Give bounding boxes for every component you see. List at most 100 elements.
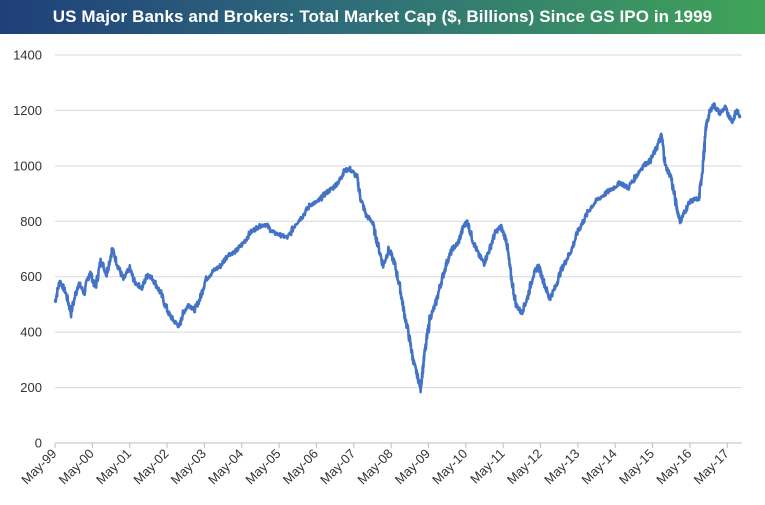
data-point bbox=[634, 176, 637, 178]
data-point bbox=[709, 109, 712, 112]
y-tick-label: 1400 bbox=[13, 48, 42, 63]
data-point bbox=[264, 223, 267, 225]
x-tick-label: May-13 bbox=[541, 446, 582, 487]
data-point bbox=[249, 231, 252, 234]
data-point bbox=[526, 298, 528, 300]
y-tick-label: 600 bbox=[20, 269, 42, 284]
data-point bbox=[133, 281, 136, 284]
data-point bbox=[660, 134, 663, 137]
y-tick-label: 800 bbox=[20, 214, 42, 229]
data-point bbox=[173, 320, 175, 322]
x-tick-label: May-02 bbox=[130, 446, 171, 487]
x-tick-label: May-17 bbox=[691, 446, 732, 487]
series-group bbox=[53, 102, 742, 394]
data-point bbox=[705, 123, 708, 126]
data-point bbox=[701, 165, 704, 167]
data-point bbox=[419, 386, 422, 389]
data-point bbox=[122, 278, 125, 281]
data-point bbox=[571, 248, 573, 250]
data-point bbox=[655, 148, 657, 151]
data-point bbox=[713, 104, 715, 106]
x-tick-label: May-04 bbox=[205, 446, 246, 487]
data-point bbox=[141, 287, 143, 289]
data-point bbox=[488, 248, 491, 250]
data-point bbox=[159, 292, 162, 295]
data-point bbox=[279, 234, 282, 236]
x-tick-label: May-01 bbox=[93, 446, 134, 487]
data-point bbox=[483, 262, 485, 264]
data-point bbox=[509, 270, 512, 272]
data-point bbox=[494, 231, 497, 234]
data-point bbox=[718, 112, 721, 114]
data-point bbox=[257, 226, 259, 228]
data-point bbox=[376, 242, 379, 245]
data-point bbox=[399, 287, 401, 289]
x-tick-label: May-11 bbox=[467, 446, 508, 487]
data-point bbox=[94, 287, 97, 289]
x-tick-label: May-10 bbox=[429, 446, 470, 487]
data-point bbox=[537, 264, 540, 267]
data-point bbox=[204, 278, 207, 281]
data-point bbox=[272, 231, 274, 234]
data-point bbox=[739, 115, 741, 117]
y-tick-label: 1200 bbox=[13, 103, 42, 118]
data-point bbox=[728, 115, 730, 117]
data-point bbox=[219, 264, 222, 267]
grid-lines bbox=[55, 54, 742, 389]
data-point bbox=[731, 120, 734, 123]
data-point bbox=[698, 198, 700, 200]
x-tick-label: May-12 bbox=[504, 446, 545, 487]
x-tick-label: May-15 bbox=[616, 446, 657, 487]
data-point bbox=[167, 311, 170, 314]
data-point bbox=[429, 317, 431, 320]
data-point bbox=[212, 270, 214, 272]
data-point bbox=[105, 273, 108, 275]
data-point bbox=[515, 303, 517, 306]
x-tick-label: May-14 bbox=[579, 446, 620, 487]
data-point bbox=[393, 262, 396, 264]
data-point bbox=[242, 242, 244, 245]
y-tick-label: 400 bbox=[20, 325, 42, 340]
data-point bbox=[500, 226, 502, 228]
data-point bbox=[227, 253, 229, 256]
data-point bbox=[604, 192, 607, 195]
data-point bbox=[531, 275, 534, 278]
data-point bbox=[116, 264, 119, 267]
data-point bbox=[627, 187, 629, 189]
market-cap-line bbox=[53, 102, 742, 394]
y-tick-label: 200 bbox=[20, 380, 42, 395]
x-tick-label: May-07 bbox=[317, 446, 358, 487]
data-point bbox=[675, 206, 678, 209]
data-point bbox=[152, 278, 155, 281]
data-point bbox=[520, 311, 523, 314]
data-point bbox=[408, 336, 411, 339]
data-point bbox=[182, 311, 185, 314]
data-point bbox=[466, 220, 469, 223]
data-point bbox=[70, 311, 72, 314]
title-bar: US Major Banks and Brokers: Total Market… bbox=[0, 0, 765, 34]
data-point bbox=[146, 273, 149, 275]
data-point bbox=[548, 298, 551, 300]
data-point bbox=[505, 239, 508, 242]
data-point bbox=[679, 220, 682, 223]
data-point bbox=[543, 281, 545, 284]
data-point bbox=[356, 176, 358, 178]
data-point bbox=[402, 309, 405, 311]
x-tick-label: May-05 bbox=[242, 446, 283, 487]
data-point bbox=[309, 203, 312, 206]
x-tick-label: May-03 bbox=[168, 446, 209, 487]
data-point bbox=[612, 187, 614, 189]
data-point bbox=[331, 187, 334, 189]
data-point bbox=[412, 359, 414, 361]
y-axis: 0 200 400 600 800 1000 1200 1400 bbox=[13, 48, 42, 451]
x-tick-label: May-00 bbox=[56, 446, 97, 487]
data-point bbox=[582, 220, 584, 223]
x-axis: May-99May-00May-01May-02May-03May-04May-… bbox=[18, 442, 742, 487]
data-point bbox=[359, 198, 362, 200]
data-point bbox=[54, 300, 56, 303]
data-point bbox=[664, 165, 667, 167]
data-point bbox=[343, 170, 345, 173]
data-point bbox=[440, 281, 442, 284]
data-point bbox=[554, 287, 556, 289]
